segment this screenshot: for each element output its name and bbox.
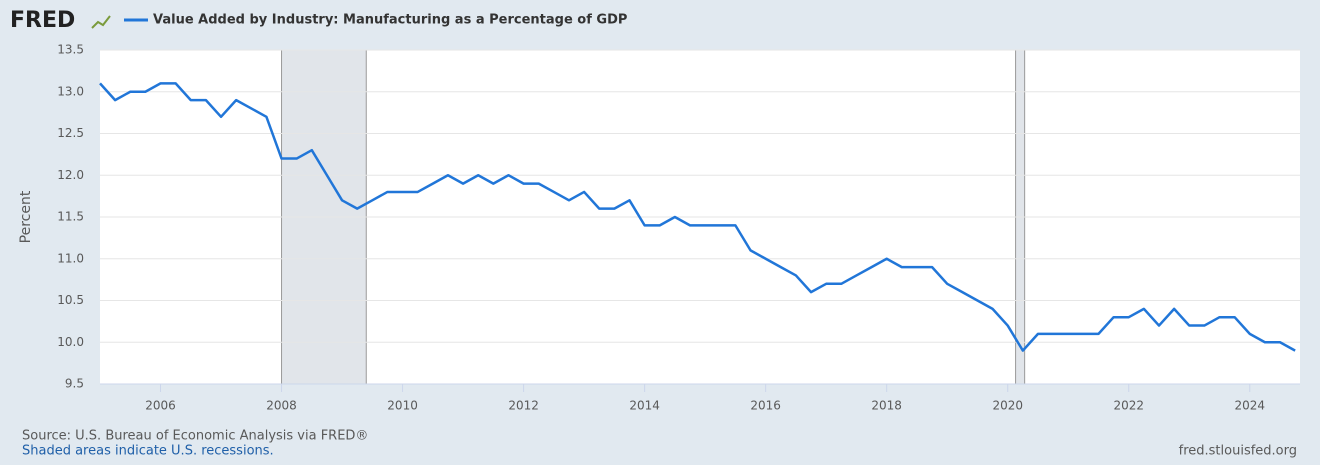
data-line [99, 82, 1296, 352]
x-tick-label: 2008 [266, 399, 297, 413]
x-tick-label: 2016 [750, 399, 781, 413]
url[interactable]: fred.stlouisfed.org [1179, 444, 1297, 459]
y-tick-label: 11.5 [57, 210, 84, 224]
y-tick-label: 10.5 [57, 293, 84, 307]
logo: FRED [10, 8, 75, 33]
x-tick-label: 2014 [629, 399, 660, 413]
x-tick-label: 2006 [145, 399, 176, 413]
y-tick-label: 11.0 [57, 251, 84, 265]
y-tick-label: 13.5 [57, 43, 84, 57]
y-tick-label: 12.0 [57, 168, 84, 182]
x-tick-label: 2022 [1113, 399, 1144, 413]
x-tick-label: 2018 [871, 399, 902, 413]
logo-icon [91, 15, 111, 29]
y-axis-label: Percent [18, 190, 34, 243]
recession-note[interactable]: Shaded areas indicate U.S. recessions. [22, 444, 274, 459]
x-tick-label: 2010 [387, 399, 418, 413]
y-tick-label: 9.5 [65, 377, 84, 391]
source: Source: U.S. Bureau of Economic Analysis… [22, 429, 368, 444]
x-tick-label: 2020 [992, 399, 1023, 413]
x-tick-label: 2024 [1234, 399, 1265, 413]
y-tick-label: 10.0 [57, 335, 84, 349]
y-tick-label: 13.0 [57, 84, 84, 98]
legend-label: Value Added by Industry: Manufacturing a… [153, 13, 627, 28]
x-tick-label: 2012 [508, 399, 539, 413]
y-tick-label: 12.5 [57, 126, 84, 140]
